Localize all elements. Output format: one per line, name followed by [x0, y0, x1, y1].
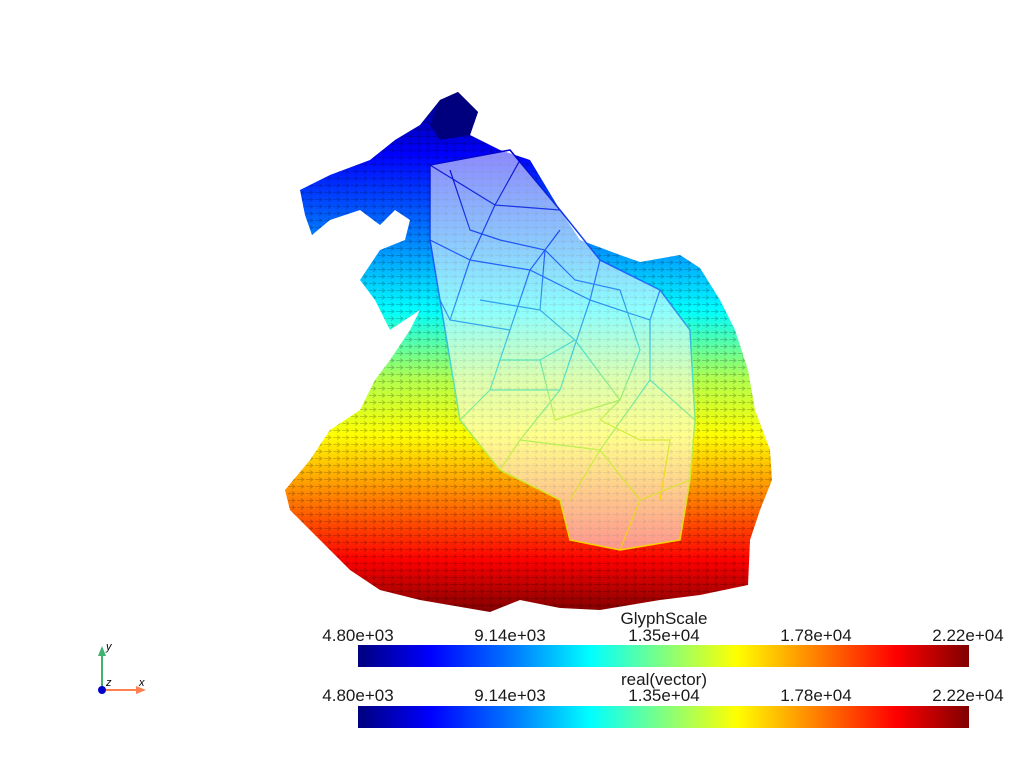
- colorbar-gradient: [358, 645, 969, 667]
- x-axis-arrow-icon: [136, 686, 146, 694]
- colorbar-tick: 9.14e+03: [474, 626, 546, 645]
- z-axis-label: z: [106, 677, 112, 689]
- colorbar-tick: 9.14e+03: [474, 686, 546, 705]
- colorbar-tick: 1.78e+04: [780, 686, 852, 705]
- colorbar-title: real(vector): [621, 670, 707, 689]
- colorbar-tick: 1.35e+04: [628, 686, 700, 705]
- colorbar-tick: 2.22e+04: [932, 686, 1004, 705]
- x-axis-label: x: [139, 677, 145, 689]
- colorbar-tick: 1.78e+04: [780, 626, 852, 645]
- colorbar-tick: 1.35e+04: [628, 626, 700, 645]
- y-axis-label: y: [106, 641, 112, 653]
- colorbar-tick: 4.80e+03: [322, 626, 394, 645]
- z-axis-dot-icon: [98, 686, 106, 694]
- colorbar-gradient: [358, 706, 969, 728]
- colorbar-tick: 2.22e+04: [932, 626, 1004, 645]
- orientation-axes: [98, 646, 146, 694]
- colorbar-title: GlyphScale: [620, 609, 708, 628]
- y-axis-arrow-icon: [98, 646, 106, 656]
- vector-glyph-mesh: [285, 92, 772, 612]
- colorbar-tick: 4.80e+03: [322, 686, 394, 705]
